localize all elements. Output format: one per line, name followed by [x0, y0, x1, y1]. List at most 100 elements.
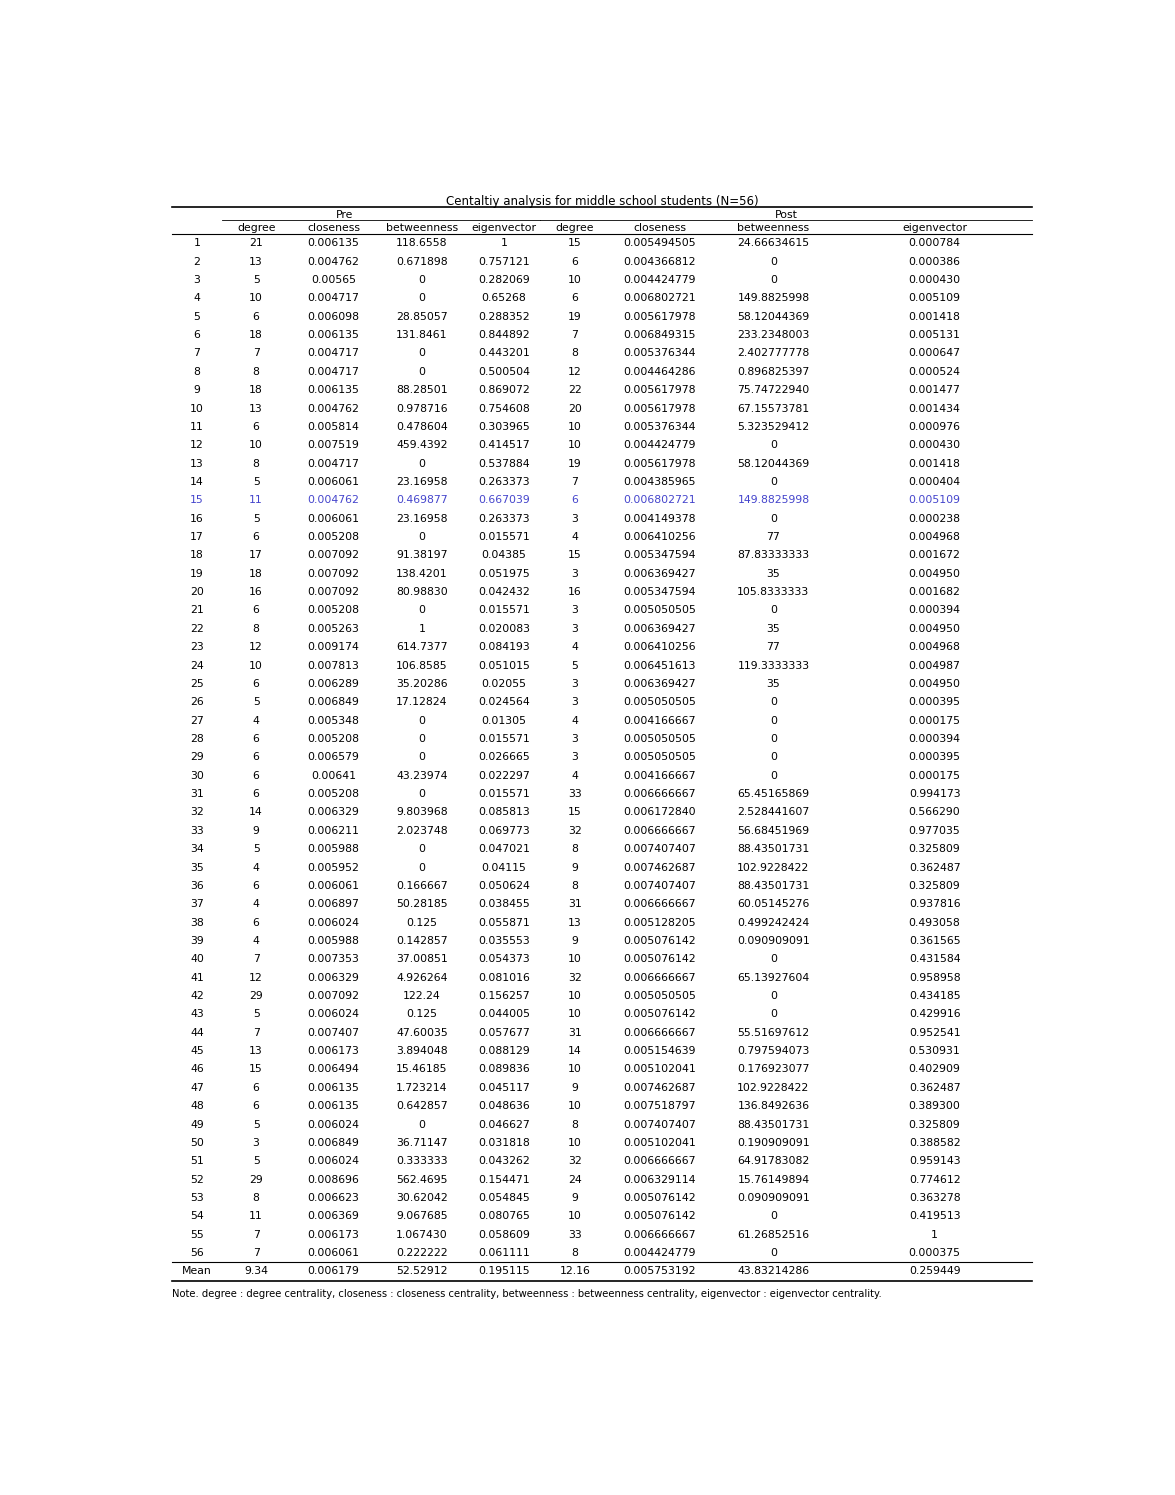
Text: Note. degree : degree centrality, closeness : closeness centrality, betweenness : Note. degree : degree centrality, closen… — [173, 1289, 882, 1299]
Text: 9: 9 — [571, 936, 578, 946]
Text: 0.006135: 0.006135 — [308, 238, 360, 248]
Text: 18: 18 — [249, 330, 263, 339]
Text: 0.006172840: 0.006172840 — [623, 807, 696, 818]
Text: 17: 17 — [190, 532, 203, 543]
Text: 38: 38 — [190, 918, 203, 927]
Text: 0: 0 — [770, 275, 777, 286]
Text: 0.007407407: 0.007407407 — [623, 1120, 696, 1130]
Text: 0.005348: 0.005348 — [308, 716, 360, 725]
Text: 0: 0 — [770, 697, 777, 707]
Text: 0.977035: 0.977035 — [908, 825, 960, 836]
Text: 31: 31 — [568, 1027, 582, 1038]
Text: 10: 10 — [568, 1009, 582, 1020]
Text: 23.16958: 23.16958 — [396, 477, 448, 487]
Text: 0.005617978: 0.005617978 — [623, 404, 696, 414]
Text: 4: 4 — [194, 293, 201, 303]
Text: 0: 0 — [418, 348, 425, 359]
Text: 12: 12 — [190, 440, 203, 450]
Text: 64.91783082: 64.91783082 — [737, 1156, 810, 1166]
Text: 0.01305: 0.01305 — [482, 716, 526, 725]
Text: 6: 6 — [571, 293, 578, 303]
Text: 77: 77 — [766, 643, 780, 652]
Text: 4: 4 — [253, 936, 260, 946]
Text: 16: 16 — [568, 588, 582, 597]
Text: 0.000976: 0.000976 — [908, 422, 961, 432]
Text: 47.60035: 47.60035 — [396, 1027, 448, 1038]
Text: 9.803968: 9.803968 — [396, 807, 448, 818]
Text: 10: 10 — [190, 404, 204, 414]
Text: 0.005617978: 0.005617978 — [623, 386, 696, 395]
Text: 6: 6 — [253, 734, 260, 745]
Text: 18: 18 — [249, 568, 263, 579]
Text: 0.166667: 0.166667 — [396, 881, 448, 891]
Text: 3: 3 — [571, 697, 578, 707]
Text: 88.43501731: 88.43501731 — [737, 1120, 810, 1130]
Text: 11: 11 — [249, 495, 263, 505]
Text: 0.006849: 0.006849 — [308, 697, 360, 707]
Text: 8: 8 — [571, 348, 578, 359]
Text: 0.006329: 0.006329 — [308, 973, 360, 982]
Text: 0.325809: 0.325809 — [908, 1120, 960, 1130]
Text: 65.45165869: 65.45165869 — [738, 789, 810, 800]
Text: 0.007092: 0.007092 — [308, 568, 360, 579]
Text: 0.000175: 0.000175 — [908, 716, 961, 725]
Text: 0.222222: 0.222222 — [396, 1248, 448, 1259]
Text: 4: 4 — [571, 771, 578, 780]
Text: 0.263373: 0.263373 — [478, 514, 530, 523]
Text: 21: 21 — [190, 605, 203, 616]
Text: 0.493058: 0.493058 — [908, 918, 960, 927]
Text: Centaltiy analysis for middle school students (N=56): Centaltiy analysis for middle school stu… — [445, 196, 759, 208]
Text: 0.005208: 0.005208 — [308, 789, 360, 800]
Text: 6: 6 — [253, 311, 260, 321]
Text: 29: 29 — [249, 1175, 263, 1184]
Text: 6: 6 — [253, 1102, 260, 1111]
Text: 0.000404: 0.000404 — [908, 477, 961, 487]
Text: 0.005076142: 0.005076142 — [623, 954, 696, 964]
Text: 0.007407407: 0.007407407 — [623, 881, 696, 891]
Text: 5: 5 — [253, 697, 260, 707]
Text: 6: 6 — [253, 1082, 260, 1093]
Text: 0.006061: 0.006061 — [308, 1248, 360, 1259]
Text: 7: 7 — [253, 1027, 260, 1038]
Text: 9: 9 — [571, 863, 578, 873]
Text: 0.004717: 0.004717 — [308, 366, 360, 377]
Text: 19: 19 — [568, 459, 582, 468]
Text: 7: 7 — [253, 954, 260, 964]
Text: 88.28501: 88.28501 — [396, 386, 448, 395]
Text: 9.34: 9.34 — [244, 1266, 268, 1277]
Text: 37.00851: 37.00851 — [396, 954, 448, 964]
Text: 0: 0 — [418, 716, 425, 725]
Text: 24: 24 — [568, 1175, 582, 1184]
Text: 0.774612: 0.774612 — [908, 1175, 960, 1184]
Text: 0.443201: 0.443201 — [478, 348, 530, 359]
Text: 0.005076142: 0.005076142 — [623, 1009, 696, 1020]
Text: 0.952541: 0.952541 — [908, 1027, 960, 1038]
Text: 0.006666667: 0.006666667 — [623, 1027, 696, 1038]
Text: 0.869072: 0.869072 — [478, 386, 530, 395]
Text: 40: 40 — [190, 954, 204, 964]
Text: 35: 35 — [766, 679, 780, 689]
Text: 0.000394: 0.000394 — [908, 605, 961, 616]
Text: closeness: closeness — [633, 223, 686, 233]
Text: 0.006135: 0.006135 — [308, 386, 360, 395]
Text: 0.006666667: 0.006666667 — [623, 825, 696, 836]
Text: 36: 36 — [190, 881, 203, 891]
Text: 10: 10 — [568, 275, 582, 286]
Text: 0.263373: 0.263373 — [478, 477, 530, 487]
Text: 0.006098: 0.006098 — [308, 311, 360, 321]
Text: 0.005076142: 0.005076142 — [623, 936, 696, 946]
Text: 16: 16 — [249, 588, 263, 597]
Text: 1.723214: 1.723214 — [396, 1082, 448, 1093]
Text: 56.68451969: 56.68451969 — [738, 825, 810, 836]
Text: 0.005154639: 0.005154639 — [623, 1046, 696, 1055]
Text: 12: 12 — [568, 366, 582, 377]
Text: 4: 4 — [253, 716, 260, 725]
Text: 0.006061: 0.006061 — [308, 477, 360, 487]
Text: 0.054373: 0.054373 — [478, 954, 530, 964]
Text: 0.006179: 0.006179 — [308, 1266, 360, 1277]
Text: 11: 11 — [190, 422, 203, 432]
Text: 10: 10 — [249, 661, 263, 671]
Text: 75.74722940: 75.74722940 — [737, 386, 810, 395]
Text: 0.667039: 0.667039 — [478, 495, 530, 505]
Text: 0.006451613: 0.006451613 — [623, 661, 696, 671]
